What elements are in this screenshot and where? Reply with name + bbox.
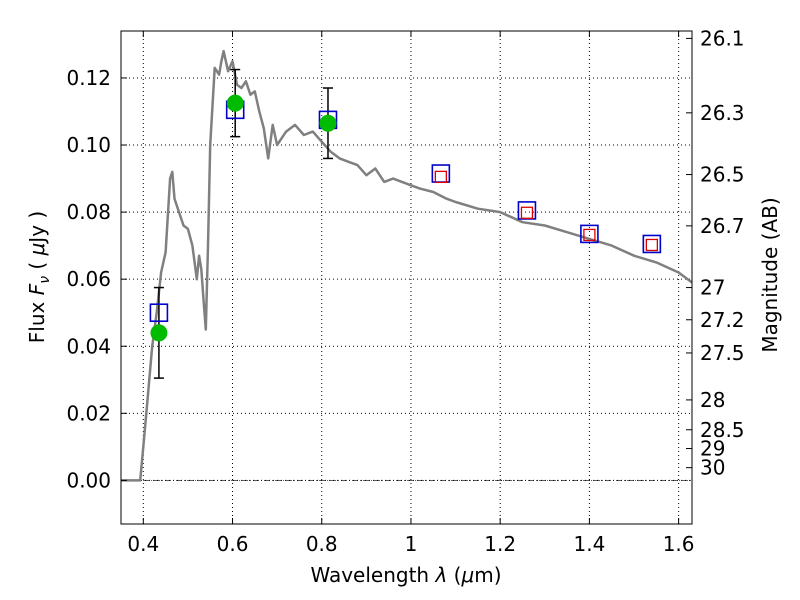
red-square-marker <box>645 238 659 252</box>
right-tick-label: 27 <box>700 276 725 300</box>
right-tick-label: 26.1 <box>700 26 745 50</box>
model-spectrum-line <box>121 49 693 482</box>
green-circle-marker <box>226 94 244 112</box>
right-tick-label: 26.3 <box>700 101 745 125</box>
y-axis-label: Flux Fν ( μJy ) <box>25 211 53 343</box>
right-tick-label: 28.5 <box>700 418 745 442</box>
green-circle-marker <box>150 324 168 342</box>
blue-square-marker <box>517 201 537 220</box>
red-square-marker <box>434 170 447 184</box>
right-tick-label: 28 <box>700 388 725 412</box>
right-axis-label: Magnitude (AB) <box>758 197 782 352</box>
plot-frame <box>120 30 693 525</box>
y-tick-label: 0.04 <box>66 334 111 358</box>
x-tick-label: 0.4 <box>127 532 159 556</box>
red-square-marker <box>520 206 534 219</box>
x-tick-label: 1.4 <box>573 532 605 556</box>
right-tick-label: 27.5 <box>700 341 745 365</box>
right-tick-label: 29 <box>700 437 725 461</box>
x-axis-label: Wavelength λ (μm) <box>310 563 501 587</box>
blue-square-marker <box>149 303 169 323</box>
right-tick-label: 26.5 <box>700 163 745 187</box>
x-tick-label: 1.2 <box>484 532 516 556</box>
x-tick-label: 1.6 <box>663 532 695 556</box>
right-tick-label: 30 <box>700 456 725 480</box>
blue-square-marker <box>580 224 599 244</box>
y-tick-label: 0.12 <box>66 66 111 90</box>
x-tick-label: 0.6 <box>217 532 249 556</box>
model-spectrum <box>121 49 693 482</box>
green-circle-markers <box>150 94 337 342</box>
green-circle-marker <box>319 114 337 132</box>
y-tick-label: 0.00 <box>66 468 111 492</box>
y-tick-label: 0.06 <box>66 267 111 291</box>
blue-square-markers <box>149 100 662 323</box>
y-tick-label: 0.08 <box>66 200 111 224</box>
y-tick-label: 0.10 <box>66 133 111 157</box>
right-tick-label: 27.2 <box>700 308 745 332</box>
red-square-markers <box>434 170 659 252</box>
blue-square-marker <box>642 234 662 254</box>
ticks <box>121 31 692 524</box>
right-tick-label: 26.7 <box>700 214 745 238</box>
x-tick-labels: 0.4 0.6 0.8 1 1.2 1.4 1.6 <box>127 532 694 556</box>
plot-background <box>121 31 692 524</box>
x-tick-label: 1 <box>405 532 418 556</box>
red-square-marker <box>583 228 596 242</box>
x-tick-label: 0.8 <box>306 532 338 556</box>
y-tick-label: 0.02 <box>66 401 111 425</box>
y-tick-labels: 0.00 0.02 0.04 0.06 0.08 0.10 0.12 <box>66 66 111 492</box>
